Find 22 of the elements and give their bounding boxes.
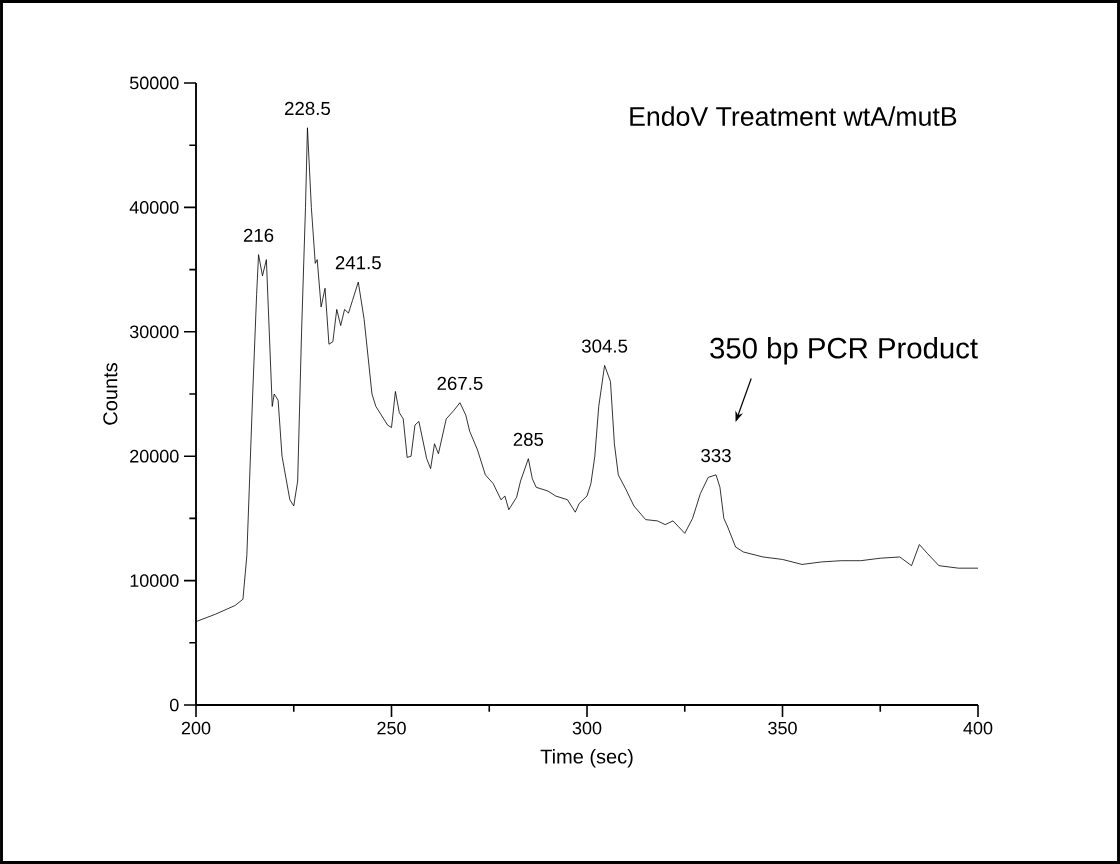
annotation: 241.5 <box>335 256 381 270</box>
annotation: 285 <box>513 432 544 446</box>
annotation: 304.5 <box>581 339 628 353</box>
annotation: 228.5 <box>285 101 331 116</box>
y-tick-label: 30000 <box>129 325 179 339</box>
annotation: 216 <box>243 228 274 242</box>
x-tick-label: 300 <box>572 721 602 735</box>
annotation: 333 <box>701 448 731 463</box>
annotation: 350 bp PCR Product <box>710 337 978 365</box>
y-tick-label: 50000 <box>129 76 179 90</box>
y-tick-label: 20000 <box>130 449 179 463</box>
x-axis-title: Time (sec) <box>540 748 633 768</box>
y-tick-label: 40000 <box>129 201 179 214</box>
y-tick-label: 10000 <box>130 574 179 587</box>
x-tick-label: 200 <box>181 721 211 735</box>
annotation: 267.5 <box>437 376 483 390</box>
x-tick-label: 400 <box>963 721 993 735</box>
x-tick-label: 350 <box>768 721 797 735</box>
y-axis-title: Counts <box>103 363 118 425</box>
x-tick-label: 250 <box>377 721 406 735</box>
text: EndoV Treatment wtA/mutB <box>630 106 957 126</box>
y-tick-label: 0 <box>169 698 179 712</box>
